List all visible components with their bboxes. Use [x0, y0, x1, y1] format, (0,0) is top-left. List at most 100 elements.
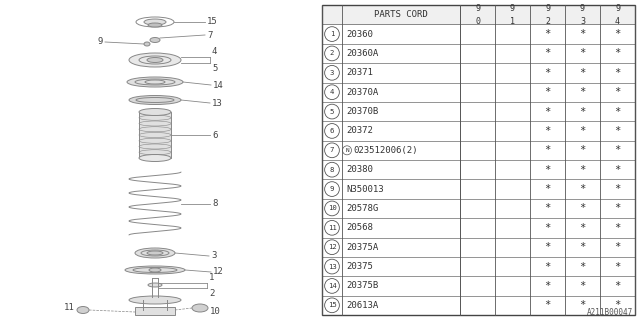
Text: N: N: [345, 148, 349, 153]
Text: 20375A: 20375A: [346, 243, 378, 252]
Text: *: *: [545, 145, 550, 155]
Circle shape: [324, 182, 339, 196]
Text: 0: 0: [475, 17, 480, 26]
Text: 9: 9: [98, 37, 103, 46]
Text: *: *: [614, 107, 621, 116]
Text: 6: 6: [212, 131, 218, 140]
Text: *: *: [614, 184, 621, 194]
Text: 2: 2: [209, 289, 214, 298]
Text: 3: 3: [211, 252, 216, 260]
Text: *: *: [545, 126, 550, 136]
Bar: [322, 180, 635, 199]
Text: *: *: [545, 68, 550, 78]
Text: 20370A: 20370A: [346, 88, 378, 97]
Text: N350013: N350013: [346, 185, 383, 194]
Text: 2: 2: [330, 51, 334, 56]
Ellipse shape: [147, 58, 163, 62]
Text: *: *: [579, 87, 586, 97]
Circle shape: [324, 201, 339, 216]
Text: 15: 15: [207, 18, 218, 27]
Text: 7: 7: [330, 147, 334, 153]
Bar: [322, 5, 635, 24]
Circle shape: [324, 85, 339, 100]
Text: *: *: [579, 48, 586, 59]
Bar: [322, 276, 635, 296]
Ellipse shape: [129, 95, 181, 105]
Bar: [322, 237, 635, 257]
Text: *: *: [545, 300, 550, 310]
Text: 1: 1: [209, 273, 214, 282]
Text: 10: 10: [210, 308, 221, 316]
Text: *: *: [614, 165, 621, 175]
Text: 10: 10: [328, 205, 337, 212]
Text: 20578G: 20578G: [346, 204, 378, 213]
Text: *: *: [579, 242, 586, 252]
Ellipse shape: [135, 248, 175, 258]
Ellipse shape: [192, 304, 208, 312]
Text: *: *: [614, 281, 621, 291]
Circle shape: [324, 298, 339, 313]
Text: 023512006(2): 023512006(2): [353, 146, 417, 155]
Bar: [322, 83, 635, 102]
Text: 9: 9: [510, 4, 515, 13]
Ellipse shape: [147, 251, 163, 255]
Ellipse shape: [129, 53, 181, 67]
Text: 3: 3: [330, 70, 334, 76]
Text: *: *: [545, 281, 550, 291]
Text: *: *: [614, 68, 621, 78]
Ellipse shape: [125, 266, 185, 274]
Text: *: *: [579, 184, 586, 194]
Text: 12: 12: [328, 244, 337, 250]
Text: 9: 9: [580, 4, 585, 13]
Circle shape: [342, 146, 351, 155]
Bar: [322, 102, 635, 121]
Bar: [139, 112, 171, 158]
Text: 1: 1: [510, 17, 515, 26]
Text: *: *: [579, 165, 586, 175]
Text: *: *: [614, 48, 621, 59]
Text: *: *: [579, 145, 586, 155]
Text: *: *: [614, 300, 621, 310]
Text: 13: 13: [328, 264, 337, 269]
Text: 20375: 20375: [346, 262, 373, 271]
Text: *: *: [545, 87, 550, 97]
Text: 20360A: 20360A: [346, 49, 378, 58]
Text: *: *: [614, 126, 621, 136]
Bar: [322, 121, 635, 140]
Text: *: *: [614, 223, 621, 233]
Text: A211B00047: A211B00047: [587, 308, 633, 317]
Bar: [322, 44, 635, 63]
Ellipse shape: [139, 155, 171, 162]
Text: 11: 11: [64, 302, 75, 311]
Text: *: *: [545, 184, 550, 194]
Text: *: *: [545, 261, 550, 272]
Text: *: *: [545, 242, 550, 252]
Text: *: *: [579, 29, 586, 39]
Text: 20372: 20372: [346, 126, 373, 135]
Text: 11: 11: [328, 225, 337, 231]
Circle shape: [324, 66, 339, 80]
Text: *: *: [545, 48, 550, 59]
Text: 2: 2: [545, 17, 550, 26]
Text: 20568: 20568: [346, 223, 373, 232]
Ellipse shape: [150, 37, 160, 43]
Text: 20613A: 20613A: [346, 301, 378, 310]
Ellipse shape: [149, 268, 161, 272]
Text: *: *: [579, 223, 586, 233]
Text: 20360: 20360: [346, 29, 373, 39]
Text: 4: 4: [330, 89, 334, 95]
Circle shape: [324, 259, 339, 274]
Circle shape: [324, 27, 339, 41]
Text: 20370B: 20370B: [346, 107, 378, 116]
Text: *: *: [579, 204, 586, 213]
Text: *: *: [579, 107, 586, 116]
Text: 4: 4: [212, 47, 218, 56]
Ellipse shape: [139, 108, 171, 116]
Text: 9: 9: [615, 4, 620, 13]
Bar: [135, 307, 175, 315]
Circle shape: [324, 143, 339, 158]
Ellipse shape: [144, 19, 166, 25]
Text: 20371: 20371: [346, 68, 373, 77]
Text: 15: 15: [328, 302, 337, 308]
Text: *: *: [614, 145, 621, 155]
